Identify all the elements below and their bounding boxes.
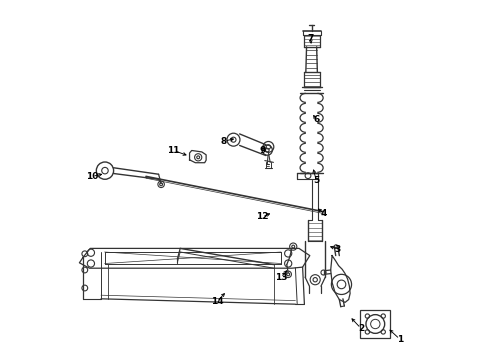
Text: 2: 2: [358, 324, 364, 333]
Text: 3: 3: [335, 245, 341, 253]
Text: 10: 10: [86, 172, 98, 181]
Text: 9: 9: [259, 146, 266, 155]
Text: 5: 5: [313, 176, 319, 185]
Text: 6: 6: [313, 115, 319, 124]
Text: 8: 8: [221, 137, 227, 146]
Text: 11: 11: [168, 146, 180, 155]
Text: 12: 12: [256, 212, 269, 221]
Text: 7: 7: [307, 35, 314, 44]
Text: 14: 14: [211, 297, 223, 306]
Bar: [360, 310, 391, 338]
Text: 1: 1: [397, 335, 403, 343]
Text: 13: 13: [275, 274, 287, 282]
Text: 4: 4: [321, 209, 327, 217]
